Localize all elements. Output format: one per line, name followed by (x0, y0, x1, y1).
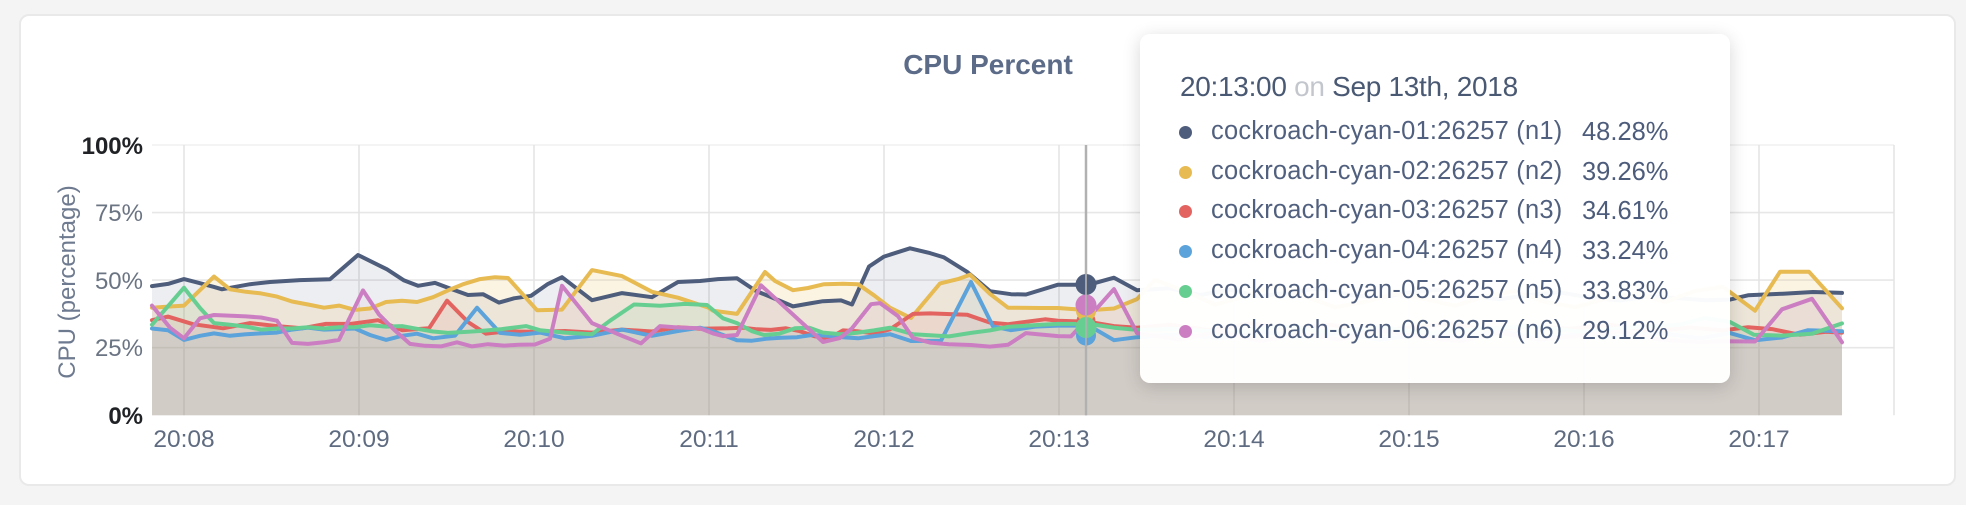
svg-text:20:16: 20:16 (1553, 426, 1614, 453)
svg-text:CPU (percentage): CPU (percentage) (54, 185, 81, 378)
svg-text:100%: 100% (82, 133, 143, 160)
svg-text:20:12: 20:12 (853, 426, 914, 453)
svg-text:20:15: 20:15 (1378, 426, 1439, 453)
svg-text:25%: 25% (95, 335, 143, 362)
svg-text:20:14: 20:14 (1203, 426, 1264, 453)
svg-text:20:08: 20:08 (153, 426, 214, 453)
svg-text:50%: 50% (95, 268, 143, 295)
svg-text:20:17: 20:17 (1728, 426, 1789, 453)
svg-text:0%: 0% (108, 403, 143, 430)
svg-text:20:10: 20:10 (503, 426, 564, 453)
svg-text:75%: 75% (95, 200, 143, 227)
svg-text:20:13: 20:13 (1028, 426, 1089, 453)
svg-text:20:09: 20:09 (328, 426, 389, 453)
svg-text:20:11: 20:11 (679, 426, 739, 453)
